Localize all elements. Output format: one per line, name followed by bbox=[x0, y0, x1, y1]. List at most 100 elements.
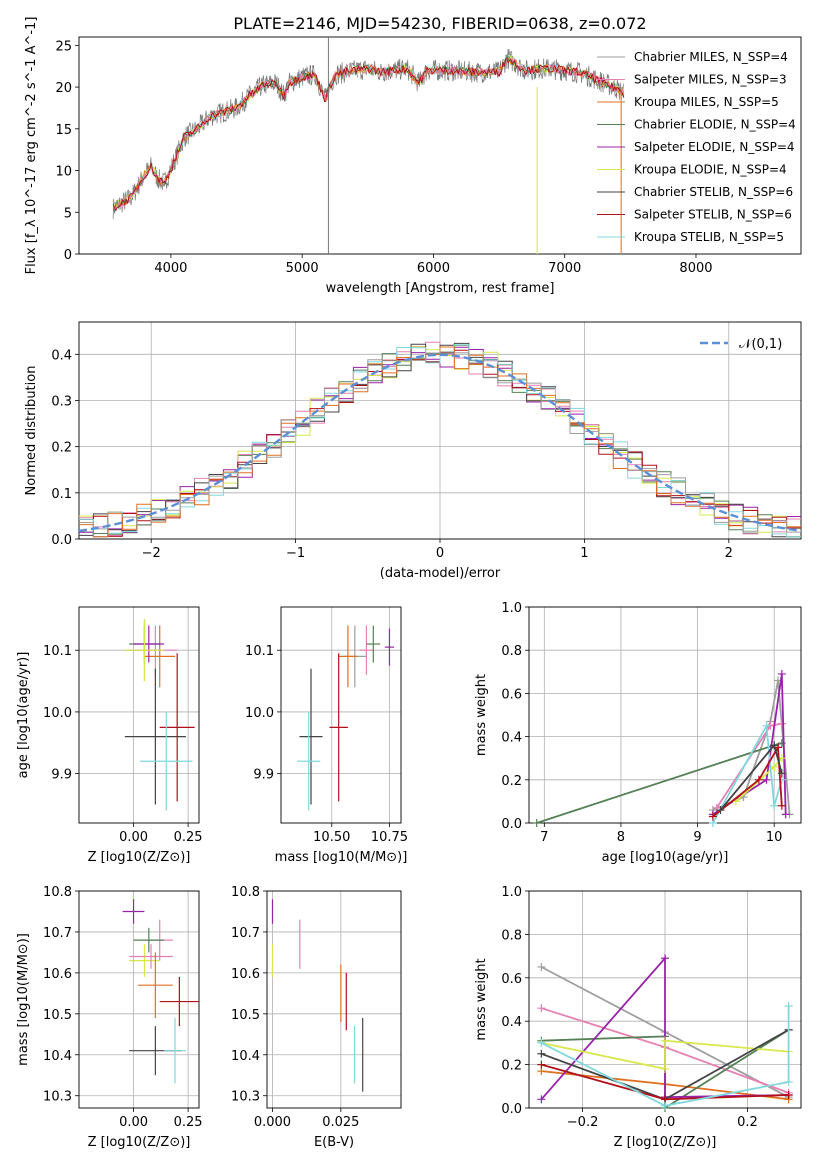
x-axis-label: mass [log10(M/M⊙)] bbox=[275, 850, 408, 865]
y-tick-label: 10.6 bbox=[231, 967, 260, 982]
x-tick-label: 4000 bbox=[154, 261, 187, 276]
x-tick-label: 5000 bbox=[286, 261, 319, 276]
mass-weight-Z-point bbox=[784, 1090, 793, 1099]
mass-weight-age-point bbox=[770, 741, 779, 750]
x-axis-label: Z [log10(Z/Z⊙)] bbox=[88, 850, 191, 865]
mass-vs-Z-axes bbox=[75, 890, 200, 1112]
y-tick-label: 10.7 bbox=[43, 926, 72, 941]
mass-weight-Z-line bbox=[540, 1006, 790, 1107]
mass-weight-age-point bbox=[770, 762, 779, 771]
x-tick-label: 0.00 bbox=[119, 830, 148, 845]
mass-weight-vs-Z-axes bbox=[525, 890, 802, 1112]
x-tick-label: 8000 bbox=[679, 261, 712, 276]
legend-entry: Kroupa MILES, N_SSP=5 bbox=[634, 95, 779, 109]
mass-weight-Z-point bbox=[784, 1077, 793, 1086]
y-tick-label: 10.8 bbox=[43, 885, 72, 900]
y-tick-label: 10.0 bbox=[245, 706, 274, 721]
mass-weight-Z-point bbox=[661, 1036, 669, 1045]
y-axis-label: Flux [f_λ 10^-17 erg cm^-2 s^-1 A^-1] bbox=[24, 17, 39, 275]
y-tick-label: 15 bbox=[55, 123, 72, 138]
mass-weight-age-point bbox=[781, 810, 790, 819]
x-tick-label: 8 bbox=[617, 830, 625, 845]
mass-weight-Z-point bbox=[537, 1049, 546, 1058]
mass-weight-age-point bbox=[762, 775, 771, 784]
y-tick-label: 10.3 bbox=[231, 1090, 260, 1105]
legend-entry: Chabrier STELIB, N_SSP=6 bbox=[634, 185, 793, 199]
y-tick-label: 9.9 bbox=[51, 768, 72, 783]
y-tick-label: 0.6 bbox=[501, 972, 522, 987]
y-axis-label: Normed distribution bbox=[24, 366, 39, 496]
legend-entry: Salpeter ELODIE, N_SSP=4 bbox=[634, 140, 795, 154]
y-tick-label: 9.9 bbox=[253, 768, 274, 783]
x-axis-label: age [log10(age/yr)] bbox=[602, 850, 729, 865]
y-tick-label: 0.4 bbox=[51, 348, 72, 363]
y-tick-label: 0.6 bbox=[501, 687, 522, 702]
y-tick-label: 10.3 bbox=[43, 1090, 72, 1105]
x-axis-label: wavelength [Angstrom, rest frame] bbox=[326, 281, 555, 296]
mass-weight-Z-line bbox=[540, 955, 789, 1100]
x-tick-label: 0.0 bbox=[655, 1115, 676, 1130]
mass-vs-EBV-axes bbox=[263, 890, 402, 1112]
y-tick-label: 10.4 bbox=[43, 1049, 72, 1064]
y-tick-label: 10.1 bbox=[43, 644, 72, 659]
mass-weight-Z-point bbox=[537, 1095, 546, 1104]
y-tick-label: 0.8 bbox=[501, 644, 522, 659]
y-tick-label: 10.5 bbox=[43, 1008, 72, 1023]
mass-weight-Z-point bbox=[784, 1002, 793, 1011]
x-axis-label: Z [log10(Z/Z⊙)] bbox=[88, 1135, 191, 1150]
x-tick-label: 1 bbox=[580, 546, 588, 561]
y-tick-label: 10.6 bbox=[43, 967, 72, 982]
y-tick-label: 1.0 bbox=[501, 885, 522, 900]
mass-weight-age-line bbox=[536, 742, 783, 824]
mass-weight-age-point bbox=[532, 819, 541, 827]
x-axis-label: (data-model)/error bbox=[380, 566, 501, 581]
y-tick-label: 10.5 bbox=[231, 1008, 260, 1023]
mass-weight-vs-age-axes bbox=[525, 606, 802, 827]
y-tick-label: 0.4 bbox=[501, 1015, 522, 1030]
plot-frame bbox=[78, 321, 802, 540]
mass-weight-age-point bbox=[777, 769, 786, 778]
mass-weight-Z-point bbox=[537, 1038, 546, 1047]
y-tick-label: 0.2 bbox=[501, 1059, 522, 1074]
y-tick-label: 10.7 bbox=[231, 926, 260, 941]
y-tick-label: 10.4 bbox=[231, 1049, 260, 1064]
x-tick-label: 10 bbox=[766, 830, 783, 845]
mass-weight-age-point bbox=[762, 721, 771, 730]
x-tick-label: 9 bbox=[693, 830, 701, 845]
mass-weight-age-line bbox=[712, 722, 783, 824]
legend-entry: Chabrier ELODIE, N_SSP=4 bbox=[634, 118, 796, 132]
y-tick-label: 25 bbox=[55, 39, 72, 54]
mass-weight-age-point bbox=[708, 812, 717, 821]
age-vs-Z-axes bbox=[75, 606, 200, 827]
y-tick-label: 1.0 bbox=[501, 601, 522, 616]
mass-weight-Z-point bbox=[537, 962, 546, 971]
residual-histogram-step bbox=[79, 351, 801, 533]
y-tick-label: 0.0 bbox=[51, 533, 72, 548]
y-tick-label: 20 bbox=[55, 81, 72, 96]
residual-histogram-step bbox=[79, 346, 801, 538]
y-tick-label: 10.1 bbox=[245, 644, 274, 659]
plot-frame bbox=[78, 890, 200, 1109]
mass-weight-age-point bbox=[716, 806, 725, 815]
legend-entry-normal: 𝒩(0,1) bbox=[739, 337, 782, 352]
legend-entry: Kroupa STELIB, N_SSP=5 bbox=[634, 230, 784, 244]
x-tick-label: 0 bbox=[436, 546, 444, 561]
y-tick-label: 0.3 bbox=[51, 394, 72, 409]
y-axis-label: mass weight bbox=[474, 958, 489, 1040]
mass-weight-Z-line bbox=[541, 1039, 789, 1071]
plot-frame bbox=[78, 36, 802, 255]
mass-weight-Z-point bbox=[661, 1064, 669, 1073]
x-tick-label: 0.025 bbox=[322, 1115, 359, 1130]
y-tick-label: 5 bbox=[64, 206, 72, 221]
y-axis-label: age [log10(age/yr)] bbox=[16, 652, 31, 779]
y-tick-label: 0.4 bbox=[501, 731, 522, 746]
mass-weight-age-point bbox=[770, 801, 779, 810]
mass-weight-age-point bbox=[777, 669, 786, 678]
residual-distribution-axes bbox=[75, 321, 802, 543]
mass-weight-age-line bbox=[712, 744, 783, 818]
x-tick-label: −0.2 bbox=[567, 1115, 599, 1130]
x-tick-label: 6000 bbox=[417, 261, 450, 276]
mass-weight-Z-point bbox=[661, 1101, 669, 1110]
residual-histogram-step bbox=[79, 344, 801, 538]
